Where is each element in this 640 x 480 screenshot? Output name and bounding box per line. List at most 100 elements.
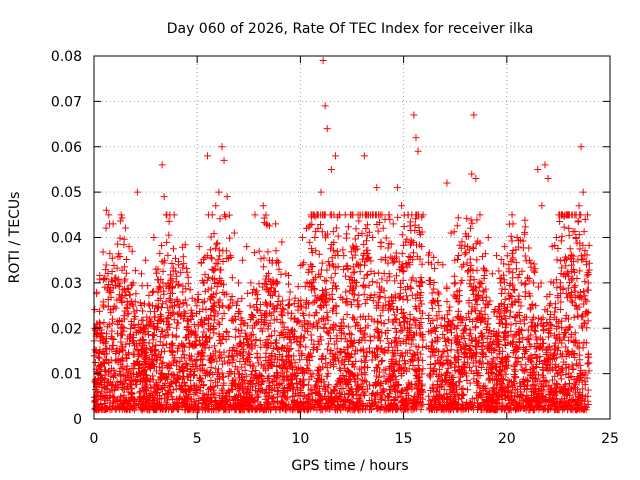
data-point (534, 165, 542, 173)
data-point (239, 256, 247, 264)
data-point (93, 320, 101, 328)
y-tick-label: 0.08 (51, 49, 82, 65)
data-point (170, 302, 178, 310)
data-point (410, 111, 418, 119)
y-tick-label: 0.07 (51, 94, 82, 110)
data-point (298, 234, 306, 241)
data-point (389, 220, 397, 228)
data-point (274, 302, 282, 310)
data-point (212, 202, 220, 210)
data-point (137, 270, 145, 278)
data-point (220, 156, 228, 164)
y-tick-label: 0.01 (51, 367, 82, 383)
data-point (505, 261, 513, 269)
x-tick-label: 0 (90, 431, 99, 447)
data-point (230, 229, 238, 237)
data-point (223, 193, 231, 201)
data-point (385, 270, 393, 278)
data-point (199, 279, 207, 287)
data-point (286, 288, 294, 296)
data-point (215, 188, 223, 196)
tick-layer: 0 0.01 0.02 0.03 0.04 0.05 0.06 0.07 0.08 0 5 10 15 2… (51, 49, 619, 447)
data-point (348, 279, 356, 287)
data-point (294, 297, 302, 305)
data-point (336, 211, 344, 219)
data-point (91, 397, 99, 405)
data-point (340, 252, 348, 260)
data-point (464, 243, 472, 251)
x-axis-label: GPS time / hours (291, 458, 408, 474)
data-point (129, 279, 137, 287)
data-point (497, 279, 505, 287)
data-point (398, 202, 406, 210)
y-tick-label: 0 (73, 412, 82, 428)
data-point (381, 215, 389, 223)
data-point (373, 184, 381, 192)
data-point (154, 265, 162, 273)
data-point (369, 234, 377, 241)
data-point (321, 102, 329, 110)
data-point (255, 247, 263, 255)
data-point (402, 238, 410, 246)
data-point (311, 234, 319, 241)
data-point (468, 170, 476, 178)
x-tick-label: 20 (498, 431, 516, 447)
data-point (265, 256, 273, 264)
data-point (406, 261, 414, 269)
data-point (412, 134, 420, 142)
data-point (426, 361, 434, 369)
x-tick-label: 25 (601, 431, 619, 447)
data-point (577, 143, 585, 151)
data-point (344, 265, 352, 273)
data-point (377, 243, 385, 251)
data-point (447, 229, 455, 237)
data-point (414, 147, 422, 155)
data-point (488, 270, 496, 278)
data-point (552, 234, 560, 241)
data-point (262, 220, 270, 228)
data-point (290, 315, 298, 323)
data-point (530, 279, 538, 287)
data-point (191, 297, 199, 305)
data-point (113, 347, 121, 355)
data-point (251, 211, 259, 219)
data-point (243, 243, 251, 251)
data-point (541, 161, 549, 169)
data-point (317, 188, 325, 196)
data-point (480, 274, 488, 282)
data-point (175, 261, 183, 269)
data-point (247, 279, 255, 287)
x-tick-label: 15 (395, 431, 413, 447)
grid-layer (94, 56, 610, 419)
data-point (179, 288, 187, 296)
data-point (521, 288, 529, 296)
data-point (105, 220, 113, 228)
dense-roti-band (90, 211, 593, 414)
data-point (142, 256, 150, 264)
data-point (418, 279, 426, 287)
y-tick-label: 0.02 (51, 321, 82, 337)
data-point (470, 111, 478, 119)
data-point (208, 292, 216, 300)
data-point (166, 279, 174, 287)
data-point (319, 57, 327, 65)
data-point (575, 202, 583, 210)
data-point (226, 252, 234, 260)
data-point (513, 234, 521, 241)
data-point (492, 252, 500, 260)
data-point (314, 224, 322, 232)
data-point (544, 175, 552, 183)
data-point (459, 261, 467, 269)
data-point (109, 315, 117, 323)
data-point (526, 256, 534, 264)
data-point (218, 143, 226, 151)
x-tick-label: 10 (291, 431, 309, 447)
data-point (581, 215, 589, 223)
data-point (565, 224, 573, 232)
data-point (365, 211, 373, 219)
data-point (331, 152, 339, 160)
data-point (162, 211, 170, 219)
data-point (117, 324, 125, 332)
